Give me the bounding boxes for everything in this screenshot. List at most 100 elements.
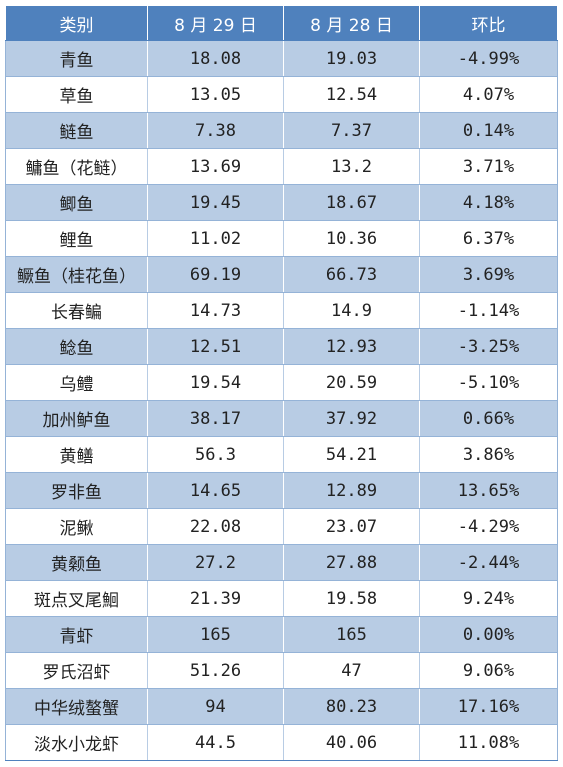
cell-name: 罗非鱼 <box>5 472 148 509</box>
cell-name: 青鱼 <box>5 40 148 77</box>
cell-aug29: 18.08 <box>147 40 284 77</box>
header-change: 环比 <box>419 5 558 41</box>
cell-aug28: 19.03 <box>283 40 420 77</box>
cell-change: 9.06% <box>419 652 558 689</box>
cell-aug29: 14.65 <box>147 472 284 509</box>
cell-aug28: 27.88 <box>283 544 420 581</box>
cell-name: 加州鲈鱼 <box>5 400 148 437</box>
cell-aug28: 12.93 <box>283 328 420 365</box>
table-row: 青虾 165 165 0.00% <box>5 616 558 653</box>
table-row: 罗非鱼 14.65 12.89 13.65% <box>5 472 558 509</box>
cell-aug29: 165 <box>147 616 284 653</box>
table-row: 草鱼 13.05 12.54 4.07% <box>5 76 558 113</box>
header-aug29: 8 月 29 日 <box>147 5 284 41</box>
cell-aug28: 13.2 <box>283 148 420 185</box>
cell-name: 中华绒螯蟹 <box>5 688 148 725</box>
cell-change: -3.25% <box>419 328 558 365</box>
price-table: 类别 8 月 29 日 8 月 28 日 环比 青鱼 18.08 19.03 -… <box>5 5 558 761</box>
cell-name: 长春鳊 <box>5 292 148 329</box>
cell-aug29: 11.02 <box>147 220 284 257</box>
table-row: 罗氏沼虾 51.26 47 9.06% <box>5 652 558 689</box>
cell-aug28: 7.37 <box>283 112 420 149</box>
header-row: 类别 8 月 29 日 8 月 28 日 环比 <box>5 5 558 41</box>
cell-aug29: 22.08 <box>147 508 284 545</box>
header-category: 类别 <box>5 5 148 41</box>
cell-name: 罗氏沼虾 <box>5 652 148 689</box>
cell-aug28: 66.73 <box>283 256 420 293</box>
cell-name: 鲶鱼 <box>5 328 148 365</box>
header-aug28: 8 月 28 日 <box>283 5 420 41</box>
cell-name: 草鱼 <box>5 76 148 113</box>
cell-name: 鳜鱼（桂花鱼） <box>5 256 148 293</box>
cell-aug29: 27.2 <box>147 544 284 581</box>
cell-aug28: 10.36 <box>283 220 420 257</box>
table-row: 鲤鱼 11.02 10.36 6.37% <box>5 220 558 257</box>
cell-change: -1.14% <box>419 292 558 329</box>
cell-aug29: 14.73 <box>147 292 284 329</box>
cell-change: -4.99% <box>419 40 558 77</box>
cell-name: 鲢鱼 <box>5 112 148 149</box>
table-row: 中华绒螯蟹 94 80.23 17.16% <box>5 688 558 725</box>
cell-aug29: 51.26 <box>147 652 284 689</box>
table-row: 鳙鱼（花鲢） 13.69 13.2 3.71% <box>5 148 558 185</box>
cell-aug28: 40.06 <box>283 724 420 761</box>
cell-change: 0.14% <box>419 112 558 149</box>
table-row: 加州鲈鱼 38.17 37.92 0.66% <box>5 400 558 437</box>
cell-name: 青虾 <box>5 616 148 653</box>
cell-change: 6.37% <box>419 220 558 257</box>
cell-aug28: 19.58 <box>283 580 420 617</box>
table-row: 黄颡鱼 27.2 27.88 -2.44% <box>5 544 558 581</box>
cell-aug29: 19.54 <box>147 364 284 401</box>
cell-change: 4.18% <box>419 184 558 221</box>
cell-aug28: 12.89 <box>283 472 420 509</box>
cell-aug29: 38.17 <box>147 400 284 437</box>
cell-name: 黄颡鱼 <box>5 544 148 581</box>
table-row: 鲢鱼 7.38 7.37 0.14% <box>5 112 558 149</box>
cell-change: 3.86% <box>419 436 558 473</box>
cell-aug28: 165 <box>283 616 420 653</box>
cell-change: 3.71% <box>419 148 558 185</box>
cell-change: 0.66% <box>419 400 558 437</box>
table-row: 鲫鱼 19.45 18.67 4.18% <box>5 184 558 221</box>
cell-name: 淡水小龙虾 <box>5 724 148 761</box>
cell-change: -2.44% <box>419 544 558 581</box>
table-row: 青鱼 18.08 19.03 -4.99% <box>5 40 558 77</box>
cell-name: 鲫鱼 <box>5 184 148 221</box>
cell-aug29: 7.38 <box>147 112 284 149</box>
cell-aug29: 13.05 <box>147 76 284 113</box>
cell-aug29: 19.45 <box>147 184 284 221</box>
cell-aug28: 12.54 <box>283 76 420 113</box>
cell-change: 17.16% <box>419 688 558 725</box>
cell-change: 9.24% <box>419 580 558 617</box>
cell-aug29: 56.3 <box>147 436 284 473</box>
cell-aug28: 54.21 <box>283 436 420 473</box>
cell-name: 乌鳢 <box>5 364 148 401</box>
cell-change: 0.00% <box>419 616 558 653</box>
cell-aug29: 94 <box>147 688 284 725</box>
cell-aug28: 37.92 <box>283 400 420 437</box>
cell-aug29: 44.5 <box>147 724 284 761</box>
cell-name: 鳙鱼（花鲢） <box>5 148 148 185</box>
cell-aug28: 18.67 <box>283 184 420 221</box>
table-row: 鲶鱼 12.51 12.93 -3.25% <box>5 328 558 365</box>
cell-name: 鲤鱼 <box>5 220 148 257</box>
table-row: 乌鳢 19.54 20.59 -5.10% <box>5 364 558 401</box>
table-row: 泥鳅 22.08 23.07 -4.29% <box>5 508 558 545</box>
cell-change: -4.29% <box>419 508 558 545</box>
cell-aug28: 47 <box>283 652 420 689</box>
cell-aug29: 13.69 <box>147 148 284 185</box>
cell-aug28: 23.07 <box>283 508 420 545</box>
cell-aug28: 20.59 <box>283 364 420 401</box>
cell-name: 黄鳝 <box>5 436 148 473</box>
cell-name: 泥鳅 <box>5 508 148 545</box>
cell-aug29: 21.39 <box>147 580 284 617</box>
table-row: 长春鳊 14.73 14.9 -1.14% <box>5 292 558 329</box>
cell-aug29: 12.51 <box>147 328 284 365</box>
table-row: 鳜鱼（桂花鱼） 69.19 66.73 3.69% <box>5 256 558 293</box>
table-row: 黄鳝 56.3 54.21 3.86% <box>5 436 558 473</box>
cell-aug28: 14.9 <box>283 292 420 329</box>
cell-name: 斑点叉尾鮰 <box>5 580 148 617</box>
table-row: 斑点叉尾鮰 21.39 19.58 9.24% <box>5 580 558 617</box>
cell-aug29: 69.19 <box>147 256 284 293</box>
